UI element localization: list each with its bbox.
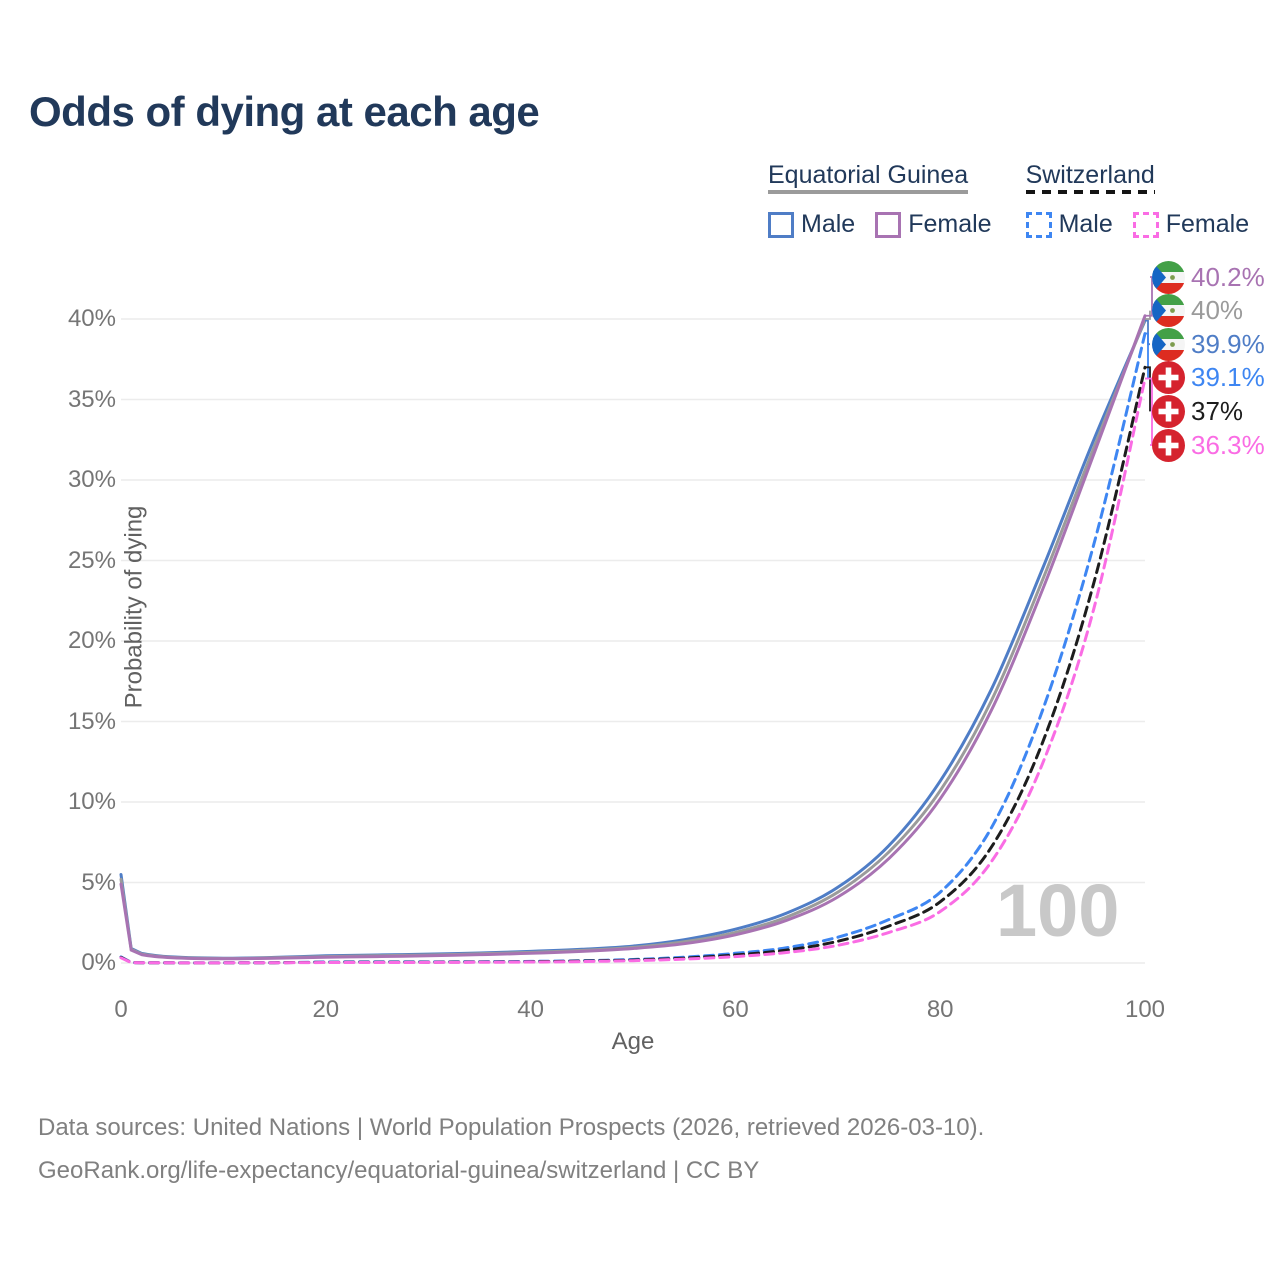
chart-legend: Equatorial Guinea Male Female Switzerlan… <box>768 161 1249 239</box>
end-label-value: 40% <box>1191 295 1244 326</box>
end-label-connector-ch-female <box>1145 377 1153 446</box>
x-tick-label: 20 <box>312 996 340 1023</box>
equatorial-guinea-flag-icon <box>1152 260 1185 294</box>
equatorial-guinea-flag-icon <box>1152 327 1185 361</box>
series-line-gq-female[interactable] <box>119 314 1147 961</box>
series-end-label-gq-female: 40.2% <box>1152 260 1265 294</box>
series-line-ch-female[interactable] <box>119 377 1147 965</box>
legend-heading-label: Switzerland <box>1025 161 1155 189</box>
x-axis-title: Age <box>611 1028 655 1055</box>
flag-icon <box>1152 361 1185 395</box>
y-tick-label: 5% <box>81 868 116 896</box>
legend-heading-equatorial-guinea[interactable]: Equatorial Guinea <box>768 161 969 199</box>
end-label-value: 37% <box>1191 395 1244 426</box>
end-label-connector-ch-total <box>1145 366 1151 412</box>
legend-swatch-gq-male <box>768 211 794 238</box>
y-axis-title: Probability of dying <box>120 505 148 709</box>
legend-item-gq-female[interactable]: Female <box>875 210 992 239</box>
legend-row: Male Female <box>1025 210 1250 239</box>
series-line-gq-total[interactable] <box>119 317 1147 961</box>
y-tick-label: 10% <box>67 788 116 815</box>
x-tick-label: 40 <box>517 996 544 1023</box>
y-tick-label: 30% <box>67 466 116 493</box>
legend-item-label: Male <box>801 210 856 238</box>
legend-underline-dashed <box>1025 190 1155 194</box>
y-tick-label: 15% <box>67 707 116 735</box>
age-counter-watermark: 100 <box>996 869 1120 952</box>
footer-attribution: GeoRank.org/life-expectancy/equatorial-g… <box>38 1157 760 1184</box>
flag-icon <box>1152 294 1185 328</box>
series-end-label-ch-male: 39.1% <box>1152 361 1265 395</box>
series-line-gq-male[interactable] <box>119 319 1147 960</box>
y-tick-label: 0% <box>81 949 116 976</box>
series-end-label-ch-total: 37% <box>1152 394 1243 428</box>
legend-swatch-ch-male <box>1025 211 1052 238</box>
legend-swatch-gq-female <box>875 211 902 238</box>
legend-group-switzerland: Switzerland Male Female <box>1025 161 1250 239</box>
x-tick-label: 80 <box>926 996 954 1023</box>
switzerland-flag-icon <box>1152 361 1185 395</box>
end-label-value: 39.1% <box>1191 362 1265 393</box>
legend-row: Male Female <box>768 210 992 239</box>
series-line-ch-male[interactable] <box>119 332 1147 965</box>
y-tick-label: 35% <box>67 385 116 413</box>
series-end-label-gq-total: 40% <box>1152 294 1243 328</box>
legend-underline-solid <box>768 190 969 194</box>
flag-icon <box>1152 260 1185 294</box>
flag-icon <box>1152 428 1185 462</box>
y-tick-label: 40% <box>67 305 116 332</box>
end-label-value: 36.3% <box>1191 429 1265 460</box>
legend-item-label: Male <box>1058 210 1113 238</box>
end-label-value: 40.2% <box>1191 261 1265 292</box>
end-label-value: 39.9% <box>1191 328 1265 359</box>
series-end-label-gq-male: 39.9% <box>1152 327 1265 361</box>
switzerland-flag-icon <box>1152 428 1185 462</box>
legend-item-ch-female[interactable]: Female <box>1132 210 1250 239</box>
y-tick-label: 25% <box>67 546 116 574</box>
end-label-connector-gq-total <box>1145 310 1151 320</box>
flag-icon <box>1152 327 1185 361</box>
legend-swatch-ch-female <box>1132 211 1159 238</box>
legend-group-equatorial-guinea: Equatorial Guinea Male Female <box>768 161 992 239</box>
end-label-connector-gq-male <box>1145 319 1150 346</box>
legend-item-label: Female <box>908 210 992 238</box>
equatorial-guinea-flag-icon <box>1152 294 1185 328</box>
y-tick-label: 20% <box>67 627 116 654</box>
legend-heading-label: Equatorial Guinea <box>768 161 969 189</box>
series-end-label-ch-female: 36.3% <box>1152 428 1265 462</box>
footer: Data sources: United Nations | World Pop… <box>38 1106 984 1192</box>
x-tick-label: 60 <box>722 996 749 1023</box>
legend-item-label: Female <box>1165 210 1250 238</box>
legend-item-gq-male[interactable]: Male <box>768 210 855 239</box>
x-tick-label: 0 <box>114 996 128 1023</box>
page-title: Odds of dying at each age <box>29 88 540 135</box>
end-label-connector-gq-female <box>1145 276 1153 317</box>
footer-data-sources: Data sources: United Nations | World Pop… <box>38 1114 985 1141</box>
series-line-ch-total[interactable] <box>119 365 1147 965</box>
legend-item-ch-male[interactable]: Male <box>1025 210 1113 239</box>
switzerland-flag-icon <box>1152 394 1185 428</box>
legend-heading-switzerland[interactable]: Switzerland <box>1025 161 1155 199</box>
flag-icon <box>1152 394 1185 428</box>
x-tick-label: 100 <box>1124 996 1166 1023</box>
